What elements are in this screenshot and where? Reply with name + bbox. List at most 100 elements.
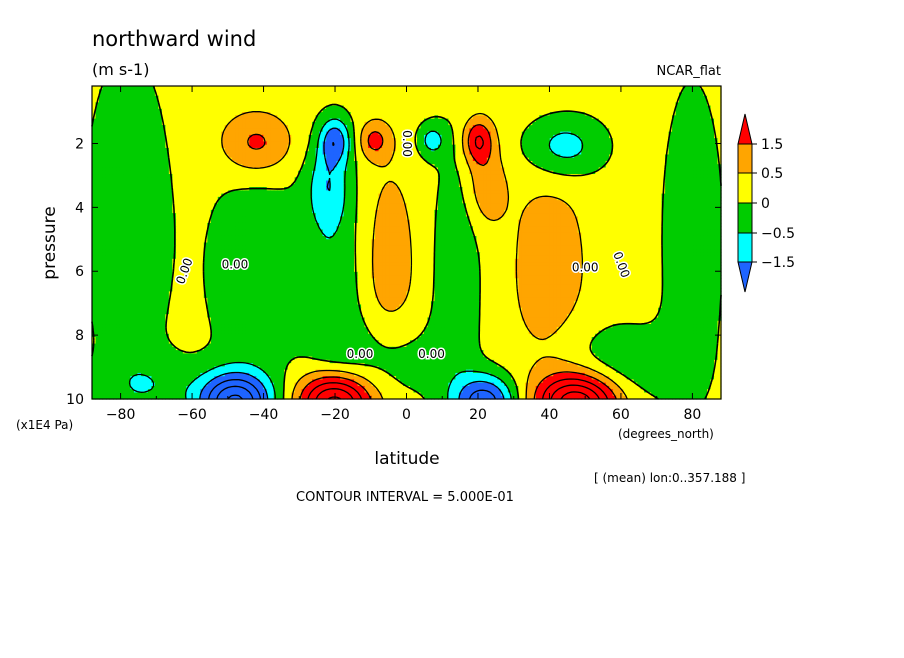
field-cell (658, 102, 663, 107)
field-cell (658, 86, 663, 90)
field-cell (364, 92, 369, 97)
field-cell (116, 112, 121, 116)
field-cell (553, 92, 558, 97)
field-cell (350, 95, 355, 100)
field-cell (252, 95, 257, 100)
field-cell (214, 108, 219, 113)
field-cell (343, 86, 348, 90)
field-cell (686, 118, 691, 123)
field-cell (633, 89, 638, 94)
field-cell (420, 118, 425, 123)
field-cell (479, 118, 484, 123)
field-cell (119, 134, 125, 139)
field-cell (259, 138, 264, 143)
field-cell (140, 118, 146, 123)
field-cell (301, 99, 306, 103)
field-cell (221, 112, 226, 116)
field-cell (154, 99, 159, 103)
field-cell (672, 134, 677, 139)
field-cell (291, 115, 296, 120)
field-cell (361, 102, 366, 107)
field-cell (665, 131, 670, 136)
field-cell (413, 121, 418, 126)
field-cell (689, 105, 694, 110)
field-cell (392, 112, 397, 116)
field-cell (584, 95, 589, 100)
field-cell (619, 112, 624, 116)
field-cell (682, 108, 687, 113)
field-cell (396, 125, 401, 129)
field-cell (542, 134, 547, 139)
field-cell (322, 128, 327, 133)
field-cell (182, 134, 187, 139)
field-cell (710, 131, 715, 136)
field-cell (116, 118, 121, 123)
field-cell (451, 105, 457, 110)
field-cell (319, 86, 324, 90)
field-cell (158, 86, 163, 90)
field-cell (675, 115, 680, 120)
field-cell (553, 128, 558, 133)
field-cell (109, 131, 114, 136)
field-cell (147, 118, 152, 123)
field-cell (626, 131, 631, 136)
field-cell (119, 118, 125, 123)
field-cell (343, 102, 348, 107)
field-cell (263, 95, 268, 100)
field-cell (633, 121, 638, 126)
field-cell (375, 125, 380, 129)
field-cell (437, 105, 443, 110)
field-cell (168, 86, 173, 90)
field-cell (98, 92, 104, 97)
field-cell (123, 134, 128, 139)
field-cell (602, 92, 607, 97)
field-cell (507, 128, 512, 133)
field-cell (420, 128, 425, 133)
field-cell (623, 125, 628, 129)
field-cell (280, 134, 285, 139)
field-cell (105, 86, 111, 90)
field-cell (343, 115, 348, 120)
field-cell (175, 89, 180, 94)
field-cell (158, 138, 163, 143)
field-cell (203, 115, 208, 120)
field-cell (451, 92, 457, 97)
field-cell (717, 125, 722, 129)
field-cell (133, 86, 139, 90)
field-cell (196, 125, 201, 129)
field-cell (637, 131, 642, 136)
field-cell (333, 121, 338, 126)
field-cell (158, 131, 163, 136)
field-cell (714, 92, 719, 97)
field-cell (661, 99, 666, 103)
field-cell (448, 92, 453, 97)
field-cell (581, 115, 586, 120)
field-cell (633, 134, 638, 139)
field-cell (598, 134, 603, 139)
field-cell (486, 108, 491, 113)
field-cell (462, 118, 467, 123)
field-cell (109, 121, 114, 126)
field-cell (154, 118, 159, 123)
field-cell (521, 121, 526, 126)
field-cell (570, 105, 575, 110)
field-cell (154, 125, 159, 129)
field-cell (161, 95, 166, 100)
field-cell (259, 86, 264, 90)
field-cell (598, 89, 603, 94)
field-cell (556, 115, 561, 120)
field-cell (483, 102, 488, 107)
field-cell (224, 128, 229, 133)
field-cell (322, 95, 327, 100)
field-cell (291, 102, 296, 107)
field-cell (179, 134, 184, 139)
field-cell (535, 108, 540, 113)
field-cell (242, 128, 247, 133)
field-cell (598, 95, 603, 100)
field-cell (518, 125, 523, 129)
field-cell (378, 95, 383, 100)
field-cell (256, 112, 261, 116)
field-cell (451, 121, 457, 126)
field-cell (228, 115, 233, 120)
field-cell (416, 105, 422, 110)
